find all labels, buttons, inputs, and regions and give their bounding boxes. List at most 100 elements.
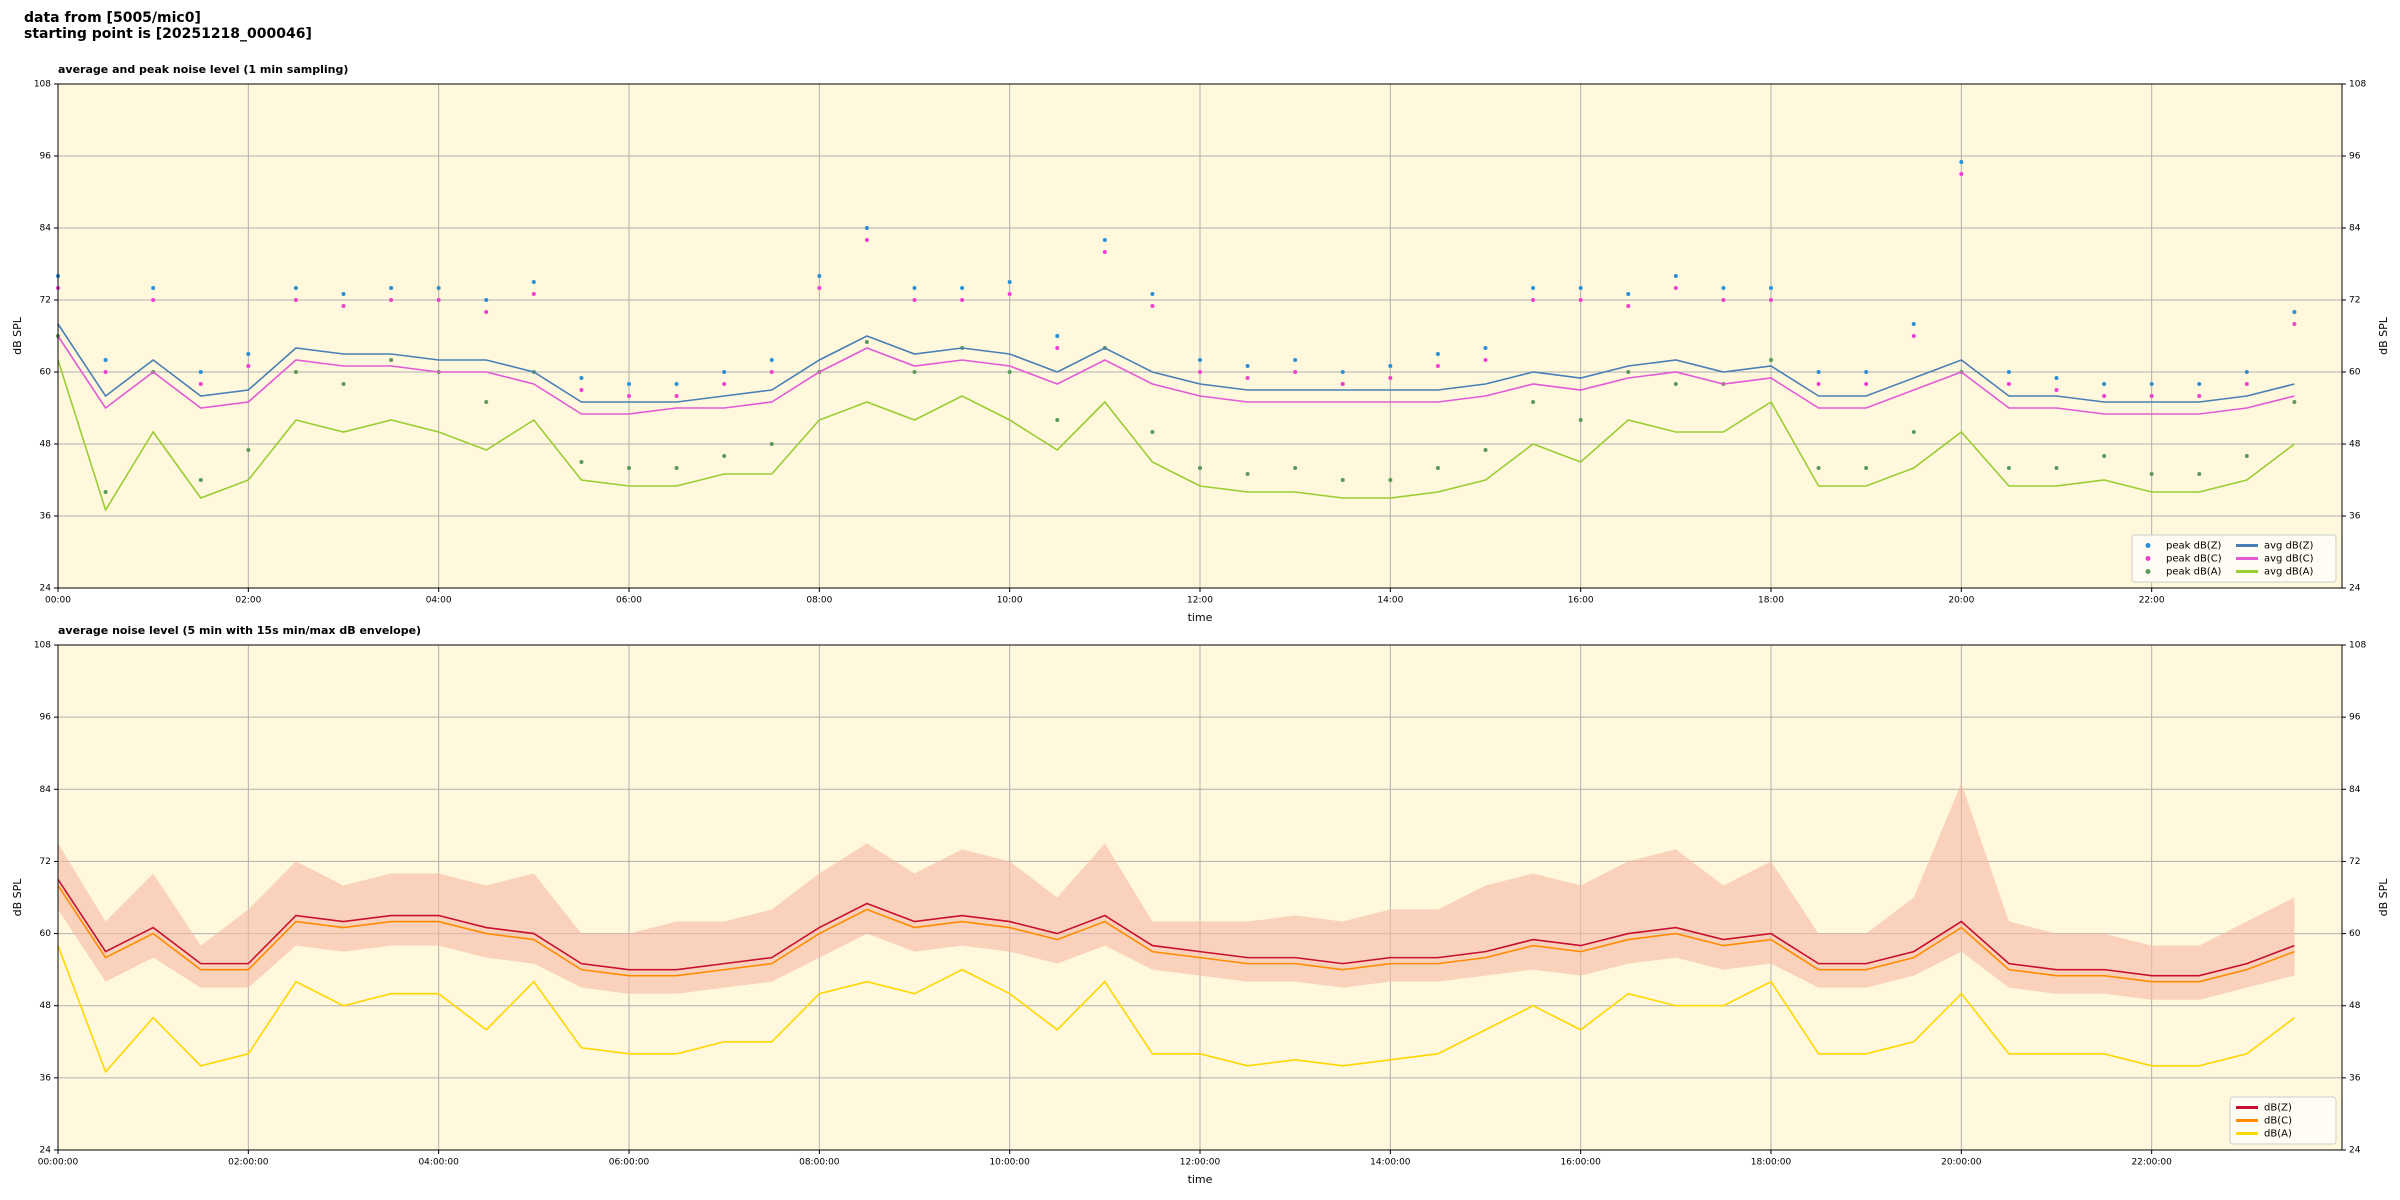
peak-point	[1578, 286, 1583, 290]
y-tick-label: 48	[2349, 440, 2361, 450]
peak-point	[864, 226, 869, 230]
x-tick-label: 02:00:00	[228, 1158, 269, 1168]
peak-point	[2054, 466, 2059, 470]
peak-point	[1816, 466, 1821, 470]
x-tick-label: 06:00:00	[609, 1158, 650, 1168]
peak-point	[198, 382, 203, 386]
y-axis-label: dB SPL	[2377, 316, 2390, 355]
peak-point	[1721, 298, 1726, 302]
peak-point	[579, 388, 584, 392]
peak-point	[579, 460, 584, 464]
peak-point	[1293, 466, 1298, 470]
peak-point	[674, 466, 679, 470]
peak-point	[1150, 430, 1155, 434]
peak-point	[1055, 334, 1060, 338]
peak-point	[1578, 418, 1583, 422]
peak-point	[389, 286, 394, 290]
x-tick-label: 04:00:00	[418, 1158, 459, 1168]
y-tick-label: 72	[2349, 857, 2360, 867]
y-tick-label: 60	[40, 368, 52, 378]
peak-point	[2149, 394, 2154, 398]
peak-point	[1055, 418, 1060, 422]
peak-point	[2197, 382, 2202, 386]
peak-point	[627, 394, 631, 398]
peak-point	[864, 340, 869, 344]
x-tick-label: 14:00:00	[1370, 1158, 1411, 1168]
peak-point	[2292, 322, 2297, 326]
peak-point	[1055, 346, 1060, 350]
y-tick-label: 24	[2349, 1146, 2361, 1156]
x-tick-label: 20:00:00	[1941, 1158, 1982, 1168]
y-tick-label: 96	[2349, 713, 2361, 723]
peak-point	[2197, 472, 2202, 476]
peak-point	[1340, 382, 1345, 386]
peak-point	[912, 286, 917, 290]
peak-point	[769, 370, 774, 374]
legend-label: peak dB(Z)	[2166, 541, 2222, 552]
x-tick-label: 18:00:00	[1751, 1158, 1792, 1168]
peak-point	[674, 382, 679, 386]
x-axis-label: time	[1188, 611, 1213, 624]
peak-point	[817, 274, 822, 278]
peak-point	[2244, 382, 2249, 386]
peak-point	[1816, 370, 1821, 374]
peak-point	[1626, 292, 1631, 296]
peak-point	[817, 286, 822, 290]
peak-point	[1911, 430, 1916, 434]
peak-point	[484, 310, 489, 314]
peak-point	[960, 286, 965, 290]
peak-point	[1388, 478, 1393, 482]
peak-point	[1721, 286, 1726, 290]
header-line: starting point is [20251218_000046]	[24, 26, 312, 42]
legend-label: peak dB(C)	[2166, 554, 2222, 565]
peak-point	[1959, 172, 1964, 176]
x-tick-label: 08:00	[806, 596, 832, 606]
peak-point	[2102, 454, 2107, 458]
y-tick-label: 84	[40, 224, 52, 234]
peak-point	[103, 358, 108, 362]
peak-point	[293, 370, 298, 374]
y-tick-label: 36	[2349, 1073, 2361, 1083]
peak-point	[1245, 376, 1250, 380]
x-axis-label: time	[1188, 1173, 1213, 1186]
peak-point	[674, 394, 679, 398]
x-tick-label: 10:00	[997, 596, 1023, 606]
peak-point	[1483, 358, 1488, 362]
series-line	[57, 945, 2295, 1074]
legend-label: dB(A)	[2264, 1129, 2292, 1140]
peak-point	[2292, 310, 2297, 314]
x-tick-label: 10:00:00	[989, 1158, 1030, 1168]
series-line	[57, 335, 2295, 415]
peak-point	[2054, 376, 2059, 380]
peak-point	[1435, 364, 1440, 368]
peak-point	[2244, 454, 2249, 458]
peak-point	[864, 238, 869, 242]
x-tick-label: 20:00	[1948, 596, 1974, 606]
y-tick-label: 36	[2349, 512, 2361, 522]
x-tick-label: 18:00	[1758, 596, 1784, 606]
peak-point	[1864, 466, 1869, 470]
peak-point	[293, 298, 298, 302]
peak-point	[341, 292, 346, 296]
series-line	[57, 359, 2295, 512]
peak-point	[2006, 370, 2011, 374]
peak-point	[484, 400, 489, 404]
peak-point	[2149, 472, 2154, 476]
peak-point	[722, 382, 727, 386]
plot-frame	[57, 644, 2343, 1151]
legend-label: dB(C)	[2264, 1116, 2292, 1127]
peak-point	[912, 298, 917, 302]
peak-point	[912, 370, 917, 374]
peak-point	[1150, 292, 1155, 296]
peak-point	[2102, 394, 2107, 398]
peak-point	[151, 298, 156, 302]
header-line: data from [5005/mic0]	[24, 10, 201, 26]
y-tick-label: 60	[2349, 929, 2361, 939]
peak-point	[1626, 304, 1631, 308]
peak-point	[1769, 286, 1773, 290]
peak-point	[1340, 478, 1345, 482]
peak-point	[103, 490, 108, 494]
peak-point	[198, 370, 203, 374]
legend-label: dB(Z)	[2264, 1103, 2292, 1114]
